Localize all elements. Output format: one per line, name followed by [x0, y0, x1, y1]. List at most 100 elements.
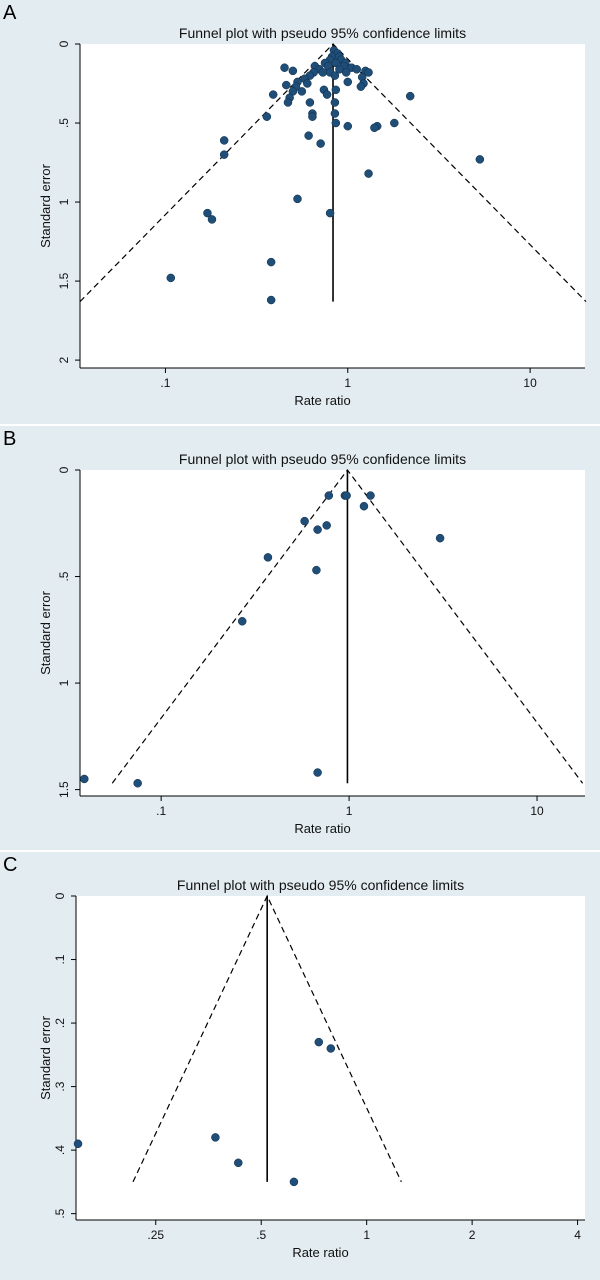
y-tick-label: 1.5: [57, 272, 71, 289]
study-point: [316, 139, 325, 148]
study-point: [322, 521, 331, 530]
study-point: [330, 71, 340, 80]
y-tick-label: 2: [57, 356, 71, 363]
study-point: [263, 553, 273, 562]
panel-b: B Funnel plot with pseudo 95% confidence …: [0, 426, 600, 850]
study-point: [282, 80, 291, 90]
y-tick-label: 1: [57, 679, 71, 686]
study-point: [342, 491, 351, 500]
x-tick-label: .25: [147, 1228, 164, 1242]
x-tick-label: .5: [256, 1228, 266, 1242]
study-point: [203, 208, 212, 218]
y-tick-label: .2: [53, 1018, 67, 1028]
study-point: [326, 1044, 336, 1053]
y-tick-label: .3: [53, 1081, 67, 1091]
panel-letter: A: [3, 2, 17, 24]
study-point: [308, 112, 317, 121]
study-point: [312, 565, 321, 575]
study-point: [313, 525, 322, 534]
y-tick-label: .4: [53, 1145, 67, 1155]
study-point: [266, 295, 276, 305]
study-point: [475, 155, 485, 164]
study-point: [341, 68, 351, 77]
study-point: [330, 98, 340, 107]
study-point: [331, 58, 341, 68]
study-point: [300, 516, 309, 526]
study-point: [359, 501, 369, 511]
study-point: [219, 150, 229, 159]
x-tick-label: 10: [530, 804, 544, 818]
study-point: [435, 533, 445, 543]
x-tick-label: 4: [574, 1228, 581, 1242]
study-point: [268, 90, 278, 99]
x-axis-title: Rate ratio: [292, 1245, 348, 1260]
study-point: [322, 90, 332, 99]
study-point: [219, 136, 229, 145]
x-axis-title: Rate ratio: [294, 821, 350, 836]
study-point: [280, 63, 289, 72]
study-point: [331, 118, 341, 128]
study-point: [370, 123, 379, 133]
study-point: [237, 617, 247, 626]
plot-area: [76, 896, 585, 1220]
y-tick-label: .5: [57, 118, 71, 128]
study-point: [390, 118, 399, 128]
chart-title: Funnel plot with pseudo 95% confidence l…: [179, 451, 466, 467]
study-point: [283, 98, 293, 107]
funnel-chart-svg: C Funnel plot with pseudo 95% confidence …: [0, 852, 600, 1280]
panel-letter: C: [3, 854, 17, 876]
study-point: [207, 215, 217, 224]
funnel-chart-svg: B Funnel plot with pseudo 95% confidence …: [0, 426, 600, 850]
study-point: [80, 774, 89, 784]
study-point: [133, 778, 142, 788]
plot-area: [80, 470, 585, 796]
x-tick-label: 1: [344, 376, 351, 390]
y-tick-label: 0: [53, 892, 67, 899]
y-tick-label: .1: [53, 954, 67, 964]
chart-title: Funnel plot with pseudo 95% confidence l…: [177, 877, 464, 893]
study-point: [352, 65, 361, 74]
study-point: [356, 82, 366, 91]
panel-c: C Funnel plot with pseudo 95% confidence …: [0, 852, 600, 1280]
study-point: [366, 491, 375, 500]
y-axis-title: Standard error: [38, 163, 53, 247]
y-tick-label: .5: [57, 571, 71, 581]
study-point: [318, 68, 328, 77]
x-tick-label: 1: [346, 804, 353, 818]
study-point: [166, 273, 176, 283]
x-tick-label: 2: [469, 1228, 476, 1242]
study-point: [288, 66, 298, 76]
funnel-chart-svg: A Funnel plot with pseudo 95% confidence …: [0, 0, 600, 424]
study-point: [324, 491, 334, 500]
y-tick-label: 1: [57, 198, 71, 205]
study-point: [293, 194, 302, 204]
study-point: [297, 87, 307, 96]
y-axis-title: Standard error: [38, 590, 53, 674]
study-point: [313, 768, 322, 777]
study-point: [325, 208, 335, 218]
study-point: [405, 91, 415, 101]
x-tick-label: 1: [363, 1228, 370, 1242]
study-point: [303, 79, 312, 88]
y-tick-label: 0: [57, 40, 71, 47]
y-tick-label: 0: [57, 466, 71, 473]
x-axis-title: Rate ratio: [294, 393, 350, 408]
y-tick-label: .5: [53, 1208, 67, 1218]
x-tick-label: .1: [160, 376, 170, 390]
study-point: [211, 1133, 220, 1142]
chart-title: Funnel plot with pseudo 95% confidence l…: [179, 25, 466, 41]
study-point: [330, 109, 340, 118]
y-tick-label: 1.5: [57, 781, 71, 798]
study-point: [73, 1139, 83, 1149]
study-point: [262, 112, 272, 121]
study-point: [266, 257, 276, 267]
x-tick-label: .1: [156, 804, 166, 818]
study-point: [314, 1037, 324, 1047]
panel-a: A Funnel plot with pseudo 95% confidence …: [0, 0, 600, 424]
x-tick-label: 10: [523, 376, 537, 390]
panel-letter: B: [3, 428, 16, 450]
study-point: [331, 85, 341, 95]
study-point: [343, 121, 353, 131]
study-point: [364, 169, 373, 178]
study-point: [343, 77, 353, 87]
